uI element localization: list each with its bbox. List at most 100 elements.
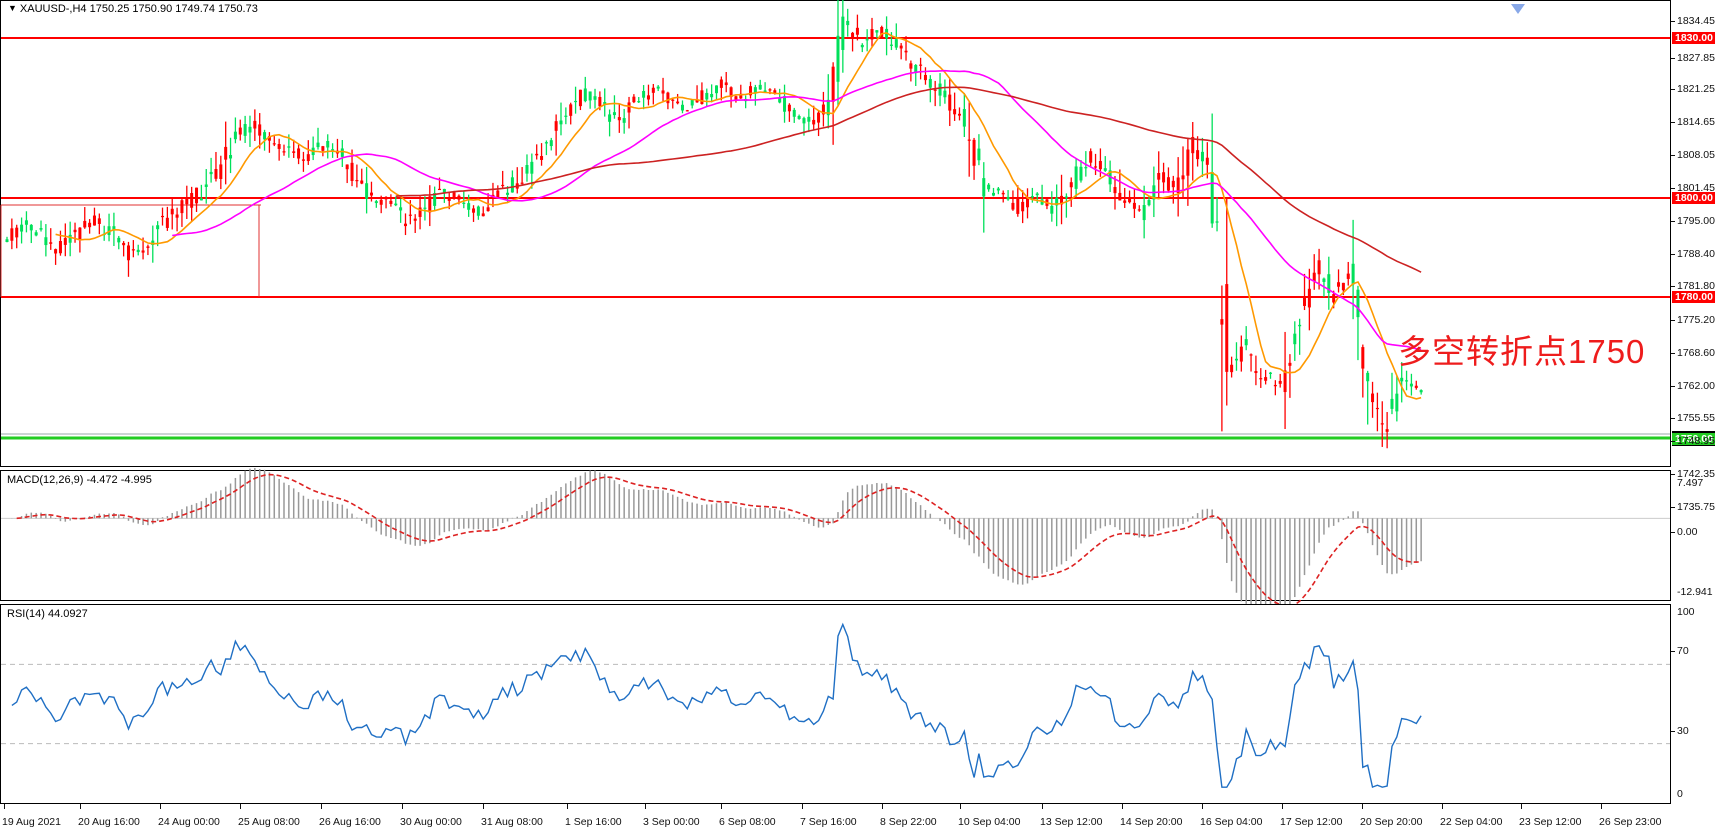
axis-tick bbox=[1671, 353, 1675, 354]
moving-average-line bbox=[172, 69, 1422, 350]
axis-label: 1781.80 bbox=[1677, 280, 1715, 292]
time-tick bbox=[1521, 804, 1522, 809]
price-level-line bbox=[1, 197, 1670, 199]
time-tick bbox=[802, 804, 803, 809]
axis-label: 1801.45 bbox=[1677, 182, 1715, 194]
axis-tick bbox=[1671, 221, 1675, 222]
time-label: 23 Sep 12:00 bbox=[1519, 816, 1582, 828]
time-tick bbox=[1601, 804, 1602, 809]
candlestick-series bbox=[5, 0, 1423, 449]
time-label: 20 Aug 16:00 bbox=[78, 816, 140, 828]
time-label: 19 Aug 2021 bbox=[2, 816, 61, 828]
rsi-axis: 100 70 30 0 bbox=[1671, 604, 1723, 804]
axis-label: 1748.95 bbox=[1677, 435, 1715, 447]
axis-tick bbox=[1671, 286, 1675, 287]
time-tick bbox=[721, 804, 722, 809]
time-label: 26 Aug 16:00 bbox=[319, 816, 381, 828]
moving-average-line bbox=[55, 32, 1422, 400]
time-axis[interactable]: 19 Aug 2021 20 Aug 16:00 24 Aug 00:00 25 Au… bbox=[0, 804, 1723, 837]
time-tick bbox=[1362, 804, 1363, 809]
time-label: 13 Sep 12:00 bbox=[1040, 816, 1103, 828]
axis-tick bbox=[1671, 441, 1675, 442]
axis-label: 7.497 bbox=[1677, 477, 1704, 489]
axis-label: 100 bbox=[1677, 606, 1695, 618]
time-tick bbox=[402, 804, 403, 809]
price-plot bbox=[0, 0, 1670, 449]
axis-label: 1808.05 bbox=[1677, 149, 1715, 161]
time-label: 17 Sep 12:00 bbox=[1280, 816, 1343, 828]
macd-panel[interactable]: MACD(12,26,9) -4.472 -4.995 bbox=[0, 467, 1671, 617]
time-tick bbox=[4, 804, 5, 809]
price-badge[interactable]: 1780.00 bbox=[1672, 291, 1715, 303]
axis-label: 1795.00 bbox=[1677, 215, 1715, 227]
axis-label: 1814.65 bbox=[1677, 116, 1715, 128]
time-tick bbox=[960, 804, 961, 809]
price-level-line bbox=[1, 296, 1670, 298]
time-tick bbox=[567, 804, 568, 809]
axis-tick bbox=[1671, 254, 1675, 255]
time-tick bbox=[321, 804, 322, 809]
axis-tick bbox=[1671, 89, 1675, 90]
time-label: 10 Sep 04:00 bbox=[958, 816, 1021, 828]
chart-annotation-text: 多空转折点1750 bbox=[1398, 333, 1646, 370]
time-label: 3 Sep 00:00 bbox=[643, 816, 700, 828]
axis-label: 1742.35 bbox=[1677, 468, 1715, 480]
price-axis[interactable]: 1834.45 1830.00 1827.85 1821.25 1814.65 1808.… bbox=[1671, 0, 1723, 512]
axis-label: 1735.75 bbox=[1677, 501, 1715, 513]
axis-tick bbox=[1671, 21, 1675, 22]
rsi-line bbox=[11, 622, 1422, 789]
macd-histogram bbox=[11, 467, 1422, 617]
time-tick bbox=[1122, 804, 1123, 809]
price-level-line bbox=[1, 436, 1670, 440]
axis-tick bbox=[1671, 731, 1675, 732]
price-badge[interactable]: 1750.00 bbox=[1672, 431, 1715, 446]
time-label: 6 Sep 08:00 bbox=[719, 816, 776, 828]
axis-tick bbox=[1671, 122, 1675, 123]
time-tick bbox=[1042, 804, 1043, 809]
axis-tick bbox=[1671, 651, 1675, 652]
collapse-arrow-icon[interactable]: ▼ bbox=[8, 3, 17, 13]
axis-tick bbox=[1671, 474, 1675, 475]
axis-label: 1821.25 bbox=[1677, 83, 1715, 95]
axis-label: 70 bbox=[1677, 645, 1689, 657]
price-badge[interactable]: 1830.00 bbox=[1672, 32, 1715, 44]
price-level-line bbox=[1, 37, 1670, 39]
price-badge[interactable]: 1800.00 bbox=[1672, 192, 1715, 204]
rsi-label: RSI(14) 44.0927 bbox=[7, 608, 88, 620]
axis-tick bbox=[1671, 418, 1675, 419]
time-tick bbox=[483, 804, 484, 809]
axis-label: 1755.55 bbox=[1677, 412, 1715, 424]
symbol-header-text: XAUUSD-,H4 1750.25 1750.90 1749.74 1750.… bbox=[19, 3, 258, 15]
crosshair-marker bbox=[1511, 1, 1525, 14]
time-label: 8 Sep 22:00 bbox=[880, 816, 937, 828]
axis-tick bbox=[1671, 386, 1675, 387]
time-tick bbox=[645, 804, 646, 809]
time-label: 14 Sep 20:00 bbox=[1120, 816, 1183, 828]
axis-label: 30 bbox=[1677, 725, 1689, 737]
time-tick bbox=[1202, 804, 1203, 809]
time-label: 7 Sep 16:00 bbox=[800, 816, 857, 828]
price-panel[interactable] bbox=[0, 0, 1671, 467]
time-tick bbox=[80, 804, 81, 809]
time-tick bbox=[160, 804, 161, 809]
moving-average-line bbox=[395, 86, 1422, 273]
time-tick bbox=[240, 804, 241, 809]
axis-tick bbox=[1671, 532, 1675, 533]
axis-label: 1827.85 bbox=[1677, 52, 1715, 64]
time-label: 30 Aug 00:00 bbox=[400, 816, 462, 828]
time-label: 16 Sep 04:00 bbox=[1200, 816, 1263, 828]
axis-label: 1768.60 bbox=[1677, 347, 1715, 359]
time-label: 31 Aug 08:00 bbox=[481, 816, 543, 828]
time-label: 1 Sep 16:00 bbox=[565, 816, 622, 828]
axis-tick bbox=[1671, 507, 1675, 508]
axis-label: -12.941 bbox=[1677, 586, 1713, 598]
axis-label: 1834.45 bbox=[1677, 15, 1715, 27]
rsi-panel[interactable]: RSI(14) 44.0927 bbox=[0, 604, 1671, 804]
macd-signal-line bbox=[16, 473, 1422, 608]
time-label: 25 Aug 08:00 bbox=[238, 816, 300, 828]
macd-axis: 7.497 0.00 -12.941 bbox=[1671, 470, 1723, 601]
axis-label: 0.00 bbox=[1677, 526, 1698, 538]
symbol-header: ▼ XAUUSD-,H4 1750.25 1750.90 1749.74 1750… bbox=[8, 3, 258, 15]
axis-label: 1788.40 bbox=[1677, 248, 1715, 260]
